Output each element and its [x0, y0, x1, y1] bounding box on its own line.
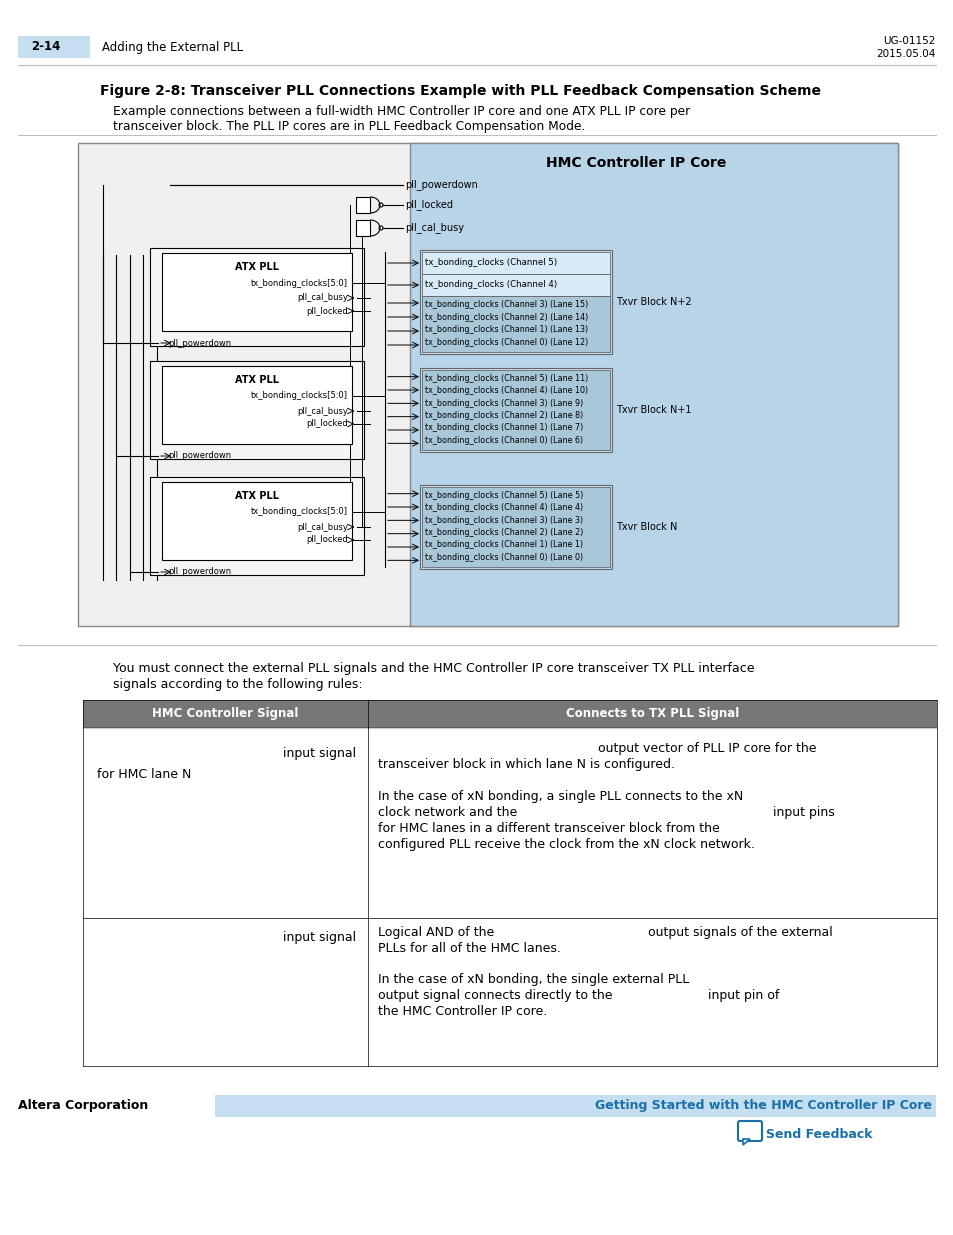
Text: tx_bonding_clocks[5:0]: tx_bonding_clocks[5:0] [251, 391, 348, 400]
Bar [83, 700, 368, 727]
Bar [162, 482, 352, 559]
Text: Altera Corporation: Altera Corporation [18, 1099, 148, 1113]
Bar [162, 253, 352, 331]
FancyBboxPatch shape [738, 1121, 761, 1141]
Text: Txvr Block N+2: Txvr Block N+2 [616, 296, 691, 308]
Text: tx_bonding_clocks (Channel 4) (Lane 10): tx_bonding_clocks (Channel 4) (Lane 10) [424, 387, 587, 395]
Text: Getting Started with the HMC Controller IP Core: Getting Started with the HMC Controller … [595, 1099, 931, 1113]
Text: signals according to the following rules:: signals according to the following rules… [112, 678, 362, 692]
Text: pll_locked: pll_locked [306, 420, 348, 429]
Text: HMC Controller IP Core: HMC Controller IP Core [545, 156, 725, 170]
Text: for HMC lane N: for HMC lane N [97, 767, 192, 781]
Bar [421, 487, 609, 567]
Text: pll_cal_busy: pll_cal_busy [296, 294, 348, 303]
Text: tx_bonding_clocks[5:0]: tx_bonding_clocks[5:0] [251, 279, 348, 288]
Bar [419, 249, 612, 354]
Text: the HMC Controller IP core.: the HMC Controller IP core. [377, 1005, 547, 1018]
Bar [368, 700, 936, 727]
Text: tx_bonding_clocks (Channel 1) (Lane 13): tx_bonding_clocks (Channel 1) (Lane 13) [424, 325, 587, 335]
Text: UG-01152: UG-01152 [882, 36, 935, 46]
Bar [150, 248, 364, 346]
Text: pll_powerdown: pll_powerdown [405, 179, 477, 190]
Text: clock network and the: clock network and the [377, 806, 517, 819]
Text: You must connect the external PLL signals and the HMC Controller IP core transce: You must connect the external PLL signal… [112, 662, 754, 676]
Bar [150, 477, 364, 576]
Text: pll_locked: pll_locked [405, 200, 453, 210]
Text: configured PLL receive the clock from the xN clock network.: configured PLL receive the clock from th… [377, 839, 754, 851]
Text: Example connections between a full-width HMC Controller IP core and one ATX PLL : Example connections between a full-width… [112, 105, 690, 119]
Bar [368, 727, 936, 918]
Text: pll_locked: pll_locked [306, 306, 348, 315]
Text: tx_bonding_clocks (Channel 0) (Lane 6): tx_bonding_clocks (Channel 0) (Lane 6) [424, 436, 582, 445]
Bar [421, 296, 609, 352]
Text: tx_bonding_clocks (Channel 2) (Lane 8): tx_bonding_clocks (Channel 2) (Lane 8) [424, 411, 582, 420]
Bar [162, 366, 352, 445]
Text: tx_bonding_clocks (Channel 1) (Lane 7): tx_bonding_clocks (Channel 1) (Lane 7) [424, 424, 582, 432]
Text: In the case of xN bonding, the single external PLL: In the case of xN bonding, the single ex… [377, 973, 688, 986]
Text: 2-14: 2-14 [30, 41, 60, 53]
Text: tx_bonding_clocks (Channel 0) (Lane 12): tx_bonding_clocks (Channel 0) (Lane 12) [424, 337, 588, 347]
Text: ATX PLL: ATX PLL [234, 262, 278, 272]
Text: Txvr Block N: Txvr Block N [616, 522, 677, 532]
Text: pll_cal_busy: pll_cal_busy [296, 406, 348, 415]
Text: pll_powerdown: pll_powerdown [168, 568, 231, 577]
Text: HMC Controller Signal: HMC Controller Signal [152, 708, 298, 720]
Text: output vector of PLL IP core for the: output vector of PLL IP core for the [598, 742, 816, 755]
Bar [421, 370, 609, 450]
Bar [421, 252, 609, 274]
FancyBboxPatch shape [355, 198, 370, 212]
Text: Logical AND of the: Logical AND of the [377, 926, 494, 939]
Bar [421, 274, 609, 296]
Text: tx_bonding_clocks (Channel 5) (Lane 5): tx_bonding_clocks (Channel 5) (Lane 5) [424, 492, 583, 500]
Text: tx_bonding_clocks (Channel 5) (Lane 11): tx_bonding_clocks (Channel 5) (Lane 11) [424, 374, 588, 383]
Bar [419, 485, 612, 569]
Bar [150, 361, 364, 459]
Text: PLLs for all of the HMC lanes.: PLLs for all of the HMC lanes. [377, 942, 560, 955]
Text: tx_bonding_clocks (Channel 4): tx_bonding_clocks (Channel 4) [424, 280, 557, 289]
Bar [83, 918, 936, 1066]
Bar [18, 36, 90, 58]
Text: tx_bonding_clocks[5:0]: tx_bonding_clocks[5:0] [251, 508, 348, 516]
Text: pll_cal_busy: pll_cal_busy [405, 222, 463, 233]
Text: Txvr Block N+1: Txvr Block N+1 [616, 405, 691, 415]
Text: tx_bonding_clocks (Channel 5): tx_bonding_clocks (Channel 5) [424, 258, 557, 267]
Text: Adding the External PLL: Adding the External PLL [102, 41, 243, 53]
Text: output signals of the external: output signals of the external [647, 926, 832, 939]
Text: ATX PLL: ATX PLL [234, 375, 278, 385]
Bar [78, 143, 897, 626]
Text: pll_cal_busy: pll_cal_busy [296, 522, 348, 531]
Text: tx_bonding_clocks (Channel 2) (Lane 2): tx_bonding_clocks (Channel 2) (Lane 2) [424, 529, 583, 537]
Text: input signal: input signal [283, 931, 355, 945]
Text: for HMC lanes in a different transceiver block from the: for HMC lanes in a different transceiver… [377, 823, 719, 835]
Bar [83, 727, 368, 918]
Text: 2015.05.04: 2015.05.04 [876, 49, 935, 59]
Text: input signal: input signal [283, 747, 355, 761]
Text: Figure 2-8: Transceiver PLL Connections Example with PLL Feedback Compensation S: Figure 2-8: Transceiver PLL Connections … [100, 84, 821, 98]
Text: pll_powerdown: pll_powerdown [168, 338, 231, 347]
Bar [419, 368, 612, 452]
Text: input pins: input pins [772, 806, 834, 819]
Text: output signal connects directly to the: output signal connects directly to the [377, 989, 612, 1002]
FancyBboxPatch shape [355, 220, 370, 236]
Text: input pin of: input pin of [707, 989, 779, 1002]
Text: tx_bonding_clocks (Channel 3) (Lane 3): tx_bonding_clocks (Channel 3) (Lane 3) [424, 516, 582, 525]
Bar [214, 1095, 935, 1116]
Text: tx_bonding_clocks (Channel 1) (Lane 1): tx_bonding_clocks (Channel 1) (Lane 1) [424, 541, 582, 550]
Text: transceiver block. The PLL IP cores are in PLL Feedback Compensation Mode.: transceiver block. The PLL IP cores are … [112, 120, 585, 133]
Text: transceiver block in which lane N is configured.: transceiver block in which lane N is con… [377, 758, 675, 771]
Text: Connects to TX PLL Signal: Connects to TX PLL Signal [565, 708, 739, 720]
Text: Send Feedback: Send Feedback [765, 1128, 872, 1140]
Text: tx_bonding_clocks (Channel 3) (Lane 15): tx_bonding_clocks (Channel 3) (Lane 15) [424, 300, 588, 309]
Bar [410, 143, 897, 626]
Text: pll_locked: pll_locked [306, 536, 348, 545]
Text: tx_bonding_clocks (Channel 3) (Lane 9): tx_bonding_clocks (Channel 3) (Lane 9) [424, 399, 582, 408]
Text: ATX PLL: ATX PLL [234, 492, 278, 501]
Text: tx_bonding_clocks (Channel 2) (Lane 14): tx_bonding_clocks (Channel 2) (Lane 14) [424, 312, 588, 321]
Text: In the case of xN bonding, a single PLL connects to the xN: In the case of xN bonding, a single PLL … [377, 790, 742, 803]
Text: tx_bonding_clocks (Channel 4) (Lane 4): tx_bonding_clocks (Channel 4) (Lane 4) [424, 504, 582, 513]
Polygon shape [742, 1139, 749, 1145]
Text: pll_powerdown: pll_powerdown [168, 452, 231, 461]
Text: tx_bonding_clocks (Channel 0) (Lane 0): tx_bonding_clocks (Channel 0) (Lane 0) [424, 552, 582, 562]
